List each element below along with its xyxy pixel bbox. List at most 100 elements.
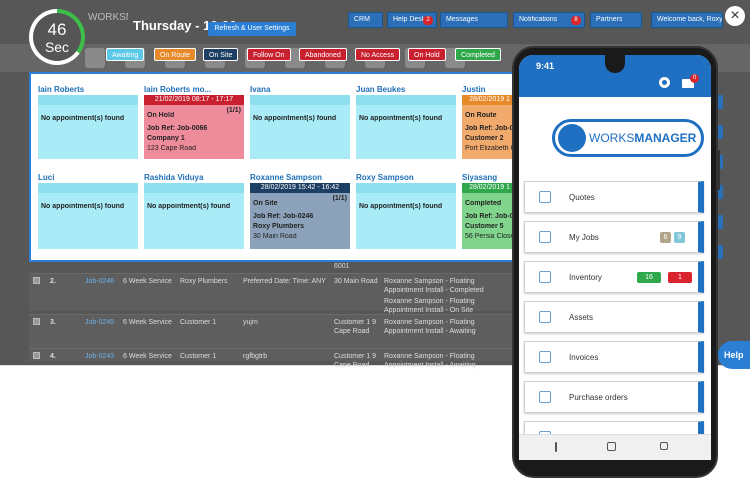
nav-label: Partners xyxy=(596,16,623,23)
cell-num: 4. xyxy=(50,353,56,360)
status-chip[interactable]: On Route xyxy=(154,48,196,61)
menu-label: Quotes xyxy=(569,193,595,202)
card-company: Roxy Plumbers xyxy=(253,223,304,230)
table-bottom xyxy=(0,365,750,366)
status-chip[interactable]: On Site xyxy=(203,48,239,61)
menu-badge: 1 xyxy=(668,272,692,283)
status-chip[interactable]: Awaiting xyxy=(106,48,145,61)
toolbar-icon xyxy=(85,48,105,68)
card-name: Roxy Sampson xyxy=(356,173,414,182)
cell-num: 3. xyxy=(50,319,56,326)
card-status: On Site xyxy=(253,200,278,207)
card: No appointment(s) found xyxy=(356,95,456,159)
card-note: No appointment(s) found xyxy=(253,115,337,122)
card-strip xyxy=(144,183,244,193)
nav-badge: 2 xyxy=(423,16,433,25)
menu-icon xyxy=(539,271,551,283)
card-strip xyxy=(38,95,138,105)
card-note: No appointment(s) found xyxy=(147,203,231,210)
cell-description: Roxanne Sampson - Floating Appointment I… xyxy=(384,319,476,335)
phone-logo-text: WORKSMANAGER xyxy=(589,131,696,145)
card-date: 28/02/2019 1 xyxy=(462,95,517,105)
phone-nav-key[interactable] xyxy=(607,442,616,451)
card-address: 30 Main Road xyxy=(253,233,297,240)
menu-icon xyxy=(539,391,551,403)
card-note: No appointment(s) found xyxy=(359,115,443,122)
card: No appointment(s) found xyxy=(250,95,350,159)
cell-job[interactable]: Job-0243 xyxy=(85,353,115,360)
nav-button[interactable]: Partners xyxy=(590,12,642,28)
phone-logo-e xyxy=(558,124,586,152)
cell-description: Roxanne Sampson - Floating Appointment I… xyxy=(384,298,475,314)
table-row xyxy=(29,314,514,352)
nav-label: Messages xyxy=(446,16,478,23)
nav-button[interactable]: Help Desk 2 xyxy=(387,12,437,28)
cell-address: Customer 1 9 Cape Road xyxy=(334,353,377,369)
cell-num: 2. xyxy=(50,278,56,285)
menu-item[interactable]: Quotes xyxy=(524,181,704,213)
status-chip[interactable]: On Hold xyxy=(408,48,446,61)
card: 28/02/2019 1 On Route Job Ref: Job-0 Custom… xyxy=(462,95,517,159)
table-row xyxy=(29,273,514,311)
cell-job[interactable]: Job-0246 xyxy=(85,278,115,285)
card-note: No appointment(s) found xyxy=(359,203,443,210)
phone-nav-key[interactable] xyxy=(555,442,557,452)
menu-item[interactable]: Assets xyxy=(524,301,704,333)
card-status: Completed xyxy=(465,200,502,207)
card-name: Roxanne Sampson xyxy=(250,173,323,182)
cell-address: Customer 1 9 Cape Road xyxy=(334,319,377,335)
card-note: No appointment(s) found xyxy=(41,115,125,122)
card-name: Juan Beukes xyxy=(356,85,406,94)
menu-icon xyxy=(539,191,551,203)
nav-label: Notifications xyxy=(519,16,558,23)
phone-side-key xyxy=(717,150,720,190)
nav-button[interactable]: CRM xyxy=(348,12,383,28)
nav-button[interactable]: Notifications 8 xyxy=(513,12,585,28)
menu-icon xyxy=(539,311,551,323)
card-name: Justin xyxy=(462,85,486,94)
logo-works: WORKS xyxy=(589,131,635,145)
timer-unit: Sec xyxy=(44,39,70,55)
menu-badge: 6 xyxy=(660,232,671,243)
row-checkbox[interactable] xyxy=(33,352,40,359)
menu-item[interactable]: Inventory 16 1 xyxy=(524,261,704,293)
card-company: Company 1 xyxy=(147,135,185,142)
row-checkbox[interactable] xyxy=(33,277,40,284)
help-button[interactable]: Help xyxy=(718,341,750,369)
nav-button[interactable]: Welcome back, Roxy xyxy=(651,12,723,28)
status-chip[interactable]: Completed xyxy=(455,48,501,61)
phone-mail[interactable] xyxy=(682,79,694,88)
menu-item[interactable]: Invoices xyxy=(524,341,704,373)
card-name: Iain Roberts xyxy=(38,85,85,94)
card: 28/02/2019 1 Completed Job Ref: Job-0 Custo… xyxy=(462,183,517,249)
cell-job[interactable]: Job-0245 xyxy=(85,319,115,326)
logo: WORKSMANAGER xyxy=(88,12,128,23)
nav-badge: 8 xyxy=(571,16,581,25)
menu-label: Inventory xyxy=(569,273,602,282)
close-button[interactable]: × xyxy=(725,6,745,26)
card: No appointment(s) found xyxy=(38,183,138,249)
nav-label: CRM xyxy=(354,16,370,23)
menu-badge: 16 xyxy=(637,272,661,283)
status-chip[interactable]: Abandoned xyxy=(299,48,347,61)
cell-note: Preferred Date: Time: ANY xyxy=(243,278,326,285)
status-chip[interactable]: Follow On xyxy=(247,48,291,61)
nav-button[interactable]: Messages xyxy=(440,12,508,28)
status-chip[interactable]: No Access xyxy=(355,48,401,61)
phone-settings[interactable] xyxy=(659,77,670,88)
menu-item[interactable]: My Jobs 6 9 xyxy=(524,221,704,253)
card-date: 28/02/2019 15:42 - 16:42 xyxy=(250,183,350,193)
card-date: 21/02/2019 08:17 - 17:17 xyxy=(144,95,244,105)
card: No appointment(s) found xyxy=(144,183,244,249)
card-strip xyxy=(356,95,456,105)
menu-item[interactable]: Purchase orders xyxy=(524,381,704,413)
card-job: Job Ref: Job-0246 xyxy=(253,213,314,220)
card: No appointment(s) found xyxy=(38,95,138,159)
refresh-button[interactable]: Refresh & User Settings xyxy=(208,22,296,36)
card-job: Job Ref: Job-0 xyxy=(465,213,514,220)
phone-nav-key[interactable] xyxy=(660,442,668,450)
cell-company: Customer 1 xyxy=(180,319,217,326)
row-checkbox[interactable] xyxy=(33,318,40,325)
